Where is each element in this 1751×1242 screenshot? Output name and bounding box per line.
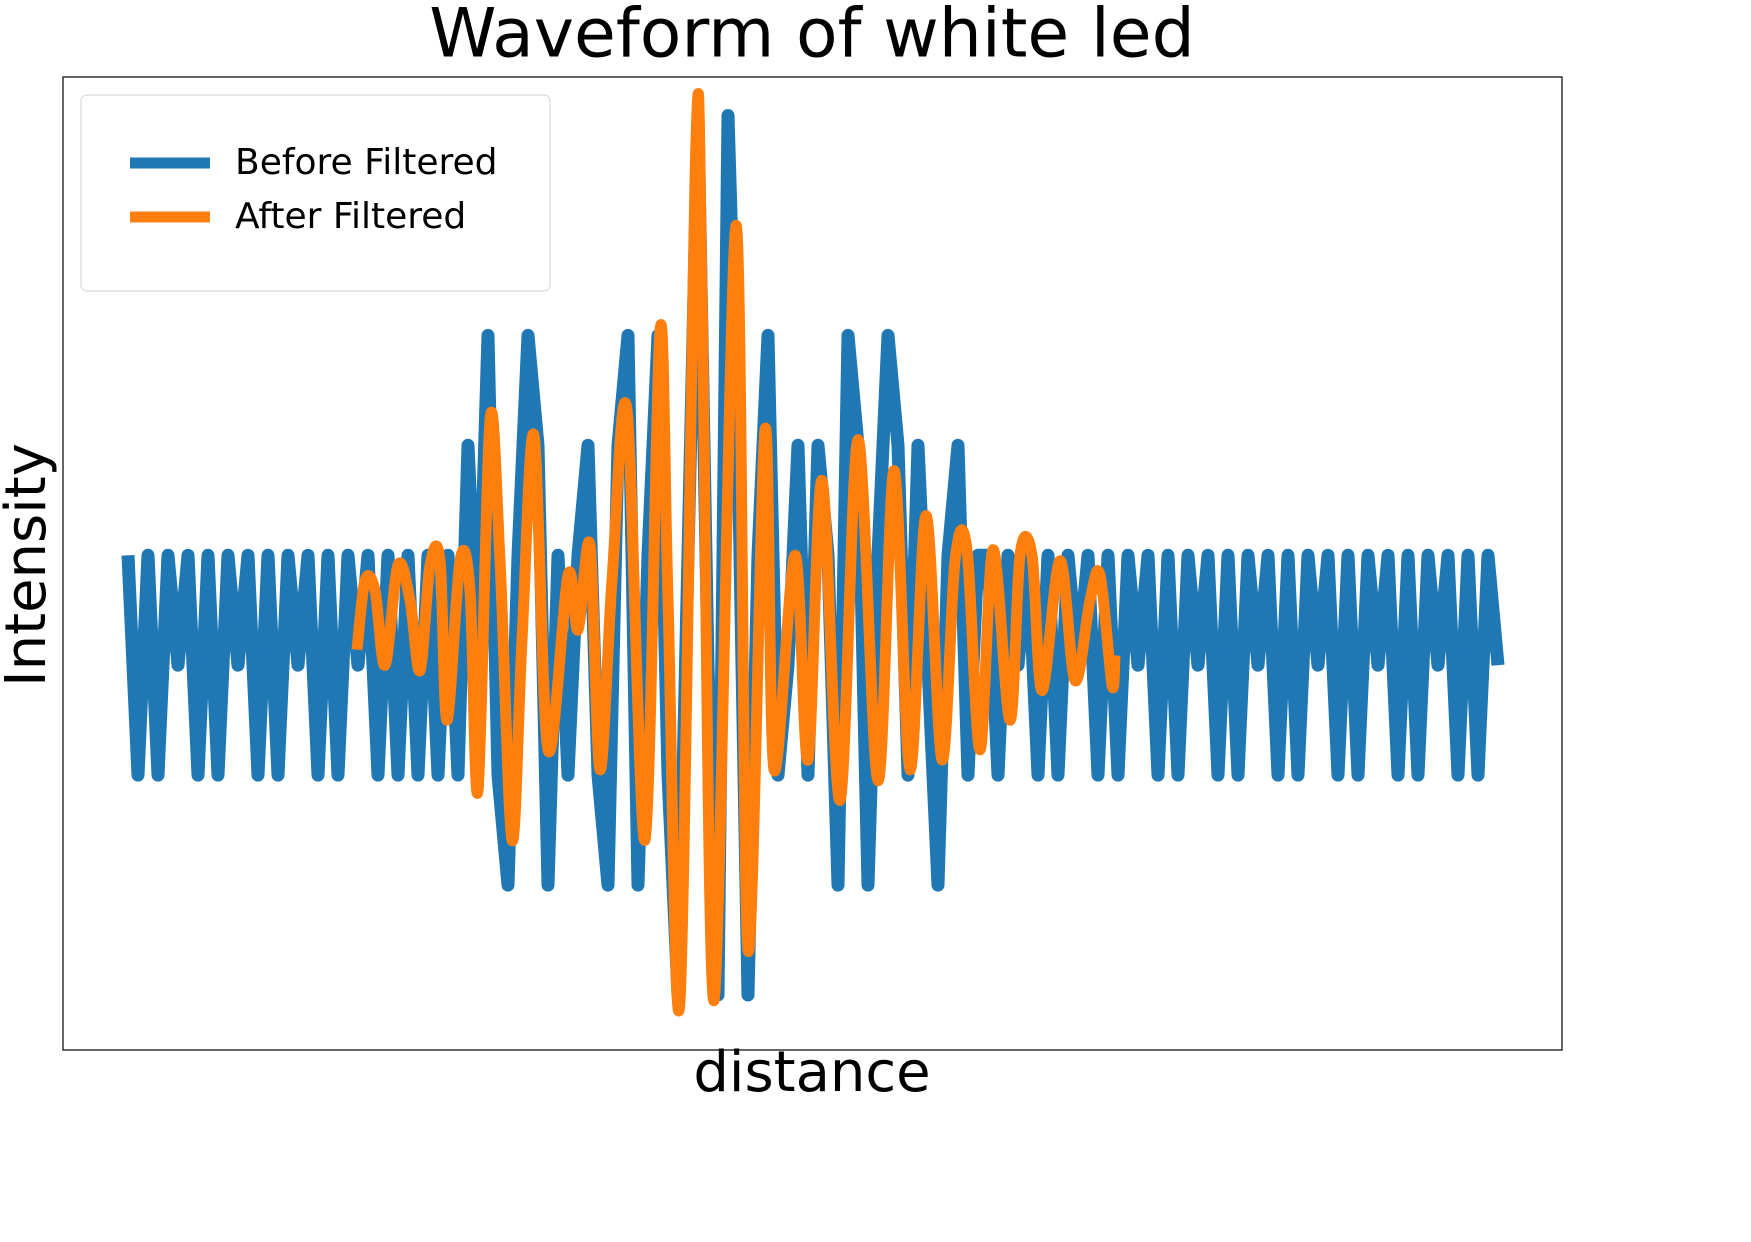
legend-label: Before Filtered	[235, 142, 498, 183]
legend-label: After Filtered	[235, 196, 466, 237]
plot-frame	[62, 76, 1563, 1051]
legend-box	[80, 94, 551, 292]
data-line	[351, 88, 1121, 1017]
legend: Before Filtered After Filtered	[80, 94, 551, 292]
chart-title: Waveform of white led	[429, 0, 1195, 74]
y-axis-label: Intensity	[0, 443, 59, 687]
x-axis-label: distance	[693, 1040, 930, 1105]
